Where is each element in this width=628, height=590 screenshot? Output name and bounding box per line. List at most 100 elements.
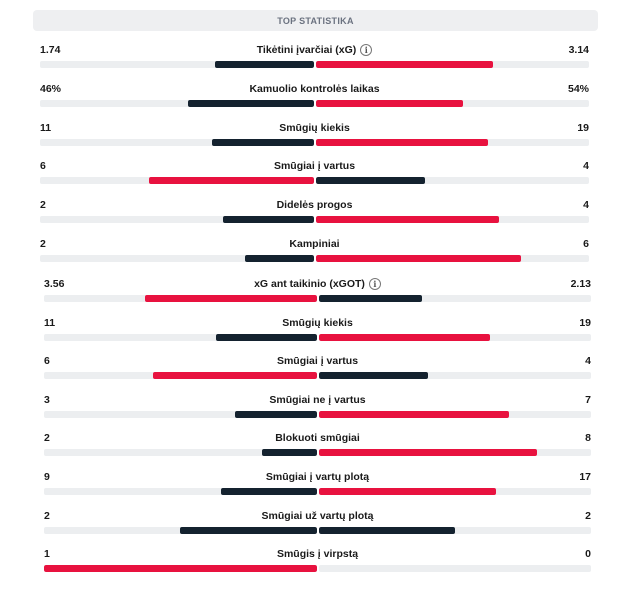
away-value: 6: [583, 238, 589, 250]
away-bar-fill: [318, 488, 496, 495]
home-value: 11: [40, 122, 52, 134]
stat-row: 46% Kamuolio kontrolės laikas 54%: [40, 83, 589, 113]
away-bar-track: [315, 216, 589, 223]
stat-row: 2 Blokuoti smūgiai 8: [44, 432, 591, 462]
stat-row: 1.74 Tikėtini įvarčiai (xG) i 3.14: [40, 44, 589, 74]
away-value: 8: [585, 432, 591, 444]
home-value: 1.74: [40, 44, 61, 56]
stat-bars: [44, 411, 591, 418]
stat-name: Didelės progos: [276, 199, 353, 211]
home-bar-fill: [223, 216, 314, 223]
stat-bars: [40, 100, 589, 107]
away-value: 4: [585, 355, 591, 367]
away-bar-fill: [318, 295, 423, 302]
stat-bars: [40, 255, 589, 262]
home-bar-track: [40, 61, 314, 68]
away-bar-fill: [315, 216, 499, 223]
home-value: 3: [44, 394, 50, 406]
stat-bars: [40, 139, 589, 146]
home-bar-fill: [262, 449, 317, 456]
stat-row: 3 Smūgiai ne į vartus 7: [44, 394, 591, 424]
stat-row: 9 Smūgiai į vartų plotą 17: [44, 471, 591, 501]
home-value: 2: [44, 432, 50, 444]
away-value: 0: [585, 548, 591, 560]
home-value: 2: [40, 238, 46, 250]
stat-name: Smūgių kiekis: [282, 317, 353, 329]
stat-row: 2 Smūgiai už vartų plotą 2: [44, 510, 591, 540]
info-icon[interactable]: i: [360, 44, 373, 56]
stat-name: Kamuolio kontrolės laikas: [249, 83, 380, 95]
stat-name: Tikėtini įvarčiai (xG): [256, 44, 357, 56]
home-bar-track: [44, 411, 317, 418]
stat-bars: [44, 334, 591, 341]
home-value: 6: [40, 160, 46, 172]
home-bar-track: [44, 372, 317, 379]
away-value: 19: [577, 122, 589, 134]
stat-bars: [40, 61, 589, 68]
away-bar-track: [315, 177, 589, 184]
stat-name: Smūgiai į vartus: [273, 160, 356, 172]
away-bar-track: [315, 255, 589, 262]
home-bar-fill: [212, 139, 314, 146]
away-bar-fill: [318, 527, 455, 534]
home-value: 9: [44, 471, 50, 483]
stat-bars: [44, 449, 591, 456]
home-bar-fill: [44, 565, 317, 572]
stat-bars: [44, 565, 591, 572]
home-bar-fill: [180, 527, 317, 534]
home-value: 46%: [40, 83, 62, 95]
away-bar-fill: [318, 372, 428, 379]
away-value: 4: [583, 199, 589, 211]
home-bar-track: [40, 177, 314, 184]
away-bar-track: [315, 61, 589, 68]
stat-bars: [44, 372, 591, 379]
stat-row: 11 Smūgių kiekis 19: [44, 317, 591, 347]
away-bar-fill: [315, 177, 425, 184]
stat-name: Kampiniai: [289, 238, 340, 250]
stat-row: 3.56 xG ant taikinio (xGOT) i 2.13: [44, 278, 591, 308]
away-bar-fill: [315, 100, 464, 107]
away-value: 54%: [567, 83, 589, 95]
home-bar-fill: [215, 61, 314, 68]
away-value: 17: [579, 471, 591, 483]
home-bar-track: [44, 449, 317, 456]
home-value: 1: [44, 548, 50, 560]
stat-bars: [44, 488, 591, 495]
stat-bars: [40, 216, 589, 223]
away-bar-track: [318, 295, 591, 302]
top-statistics-header: TOP STATISTIKA: [33, 10, 598, 31]
stat-name: Smūgiai į vartus: [276, 355, 359, 367]
home-bar-track: [44, 488, 317, 495]
stat-row: 1 Smūgis į virpstą 0: [44, 548, 591, 578]
home-bar-fill: [149, 177, 314, 184]
home-bar-track: [40, 255, 314, 262]
away-bar-track: [318, 488, 591, 495]
stat-row: 6 Smūgiai į vartus 4: [44, 355, 591, 385]
away-bar-track: [318, 372, 591, 379]
away-value: 4: [583, 160, 589, 172]
stat-row: 6 Smūgiai į vartus 4: [40, 160, 589, 190]
stat-name: Blokuoti smūgiai: [275, 432, 360, 444]
stat-bars: [40, 177, 589, 184]
home-bar-track: [44, 527, 317, 534]
stat-name: xG ant taikinio (xGOT): [254, 278, 365, 290]
away-bar-fill: [315, 61, 494, 68]
away-value: 7: [585, 394, 591, 406]
away-value: 2.13: [570, 278, 591, 290]
info-icon[interactable]: i: [368, 278, 381, 290]
stat-name: Smūgiai į vartų plotą: [265, 471, 370, 483]
home-bar-track: [40, 139, 314, 146]
header-title: TOP STATISTIKA: [277, 15, 354, 26]
home-bar-track: [44, 334, 317, 341]
away-bar-fill: [318, 411, 510, 418]
home-bar-fill: [187, 100, 314, 107]
away-bar-track: [318, 334, 591, 341]
stat-row: 11 Smūgių kiekis 19: [40, 122, 589, 152]
stat-name: Smūgiai ne į vartus: [269, 394, 366, 406]
away-bar-fill: [318, 334, 491, 341]
home-bar-fill: [153, 372, 317, 379]
away-bar-track: [315, 100, 589, 107]
home-value: 2: [40, 199, 46, 211]
away-bar-track: [318, 411, 591, 418]
home-value: 3.56: [44, 278, 65, 290]
